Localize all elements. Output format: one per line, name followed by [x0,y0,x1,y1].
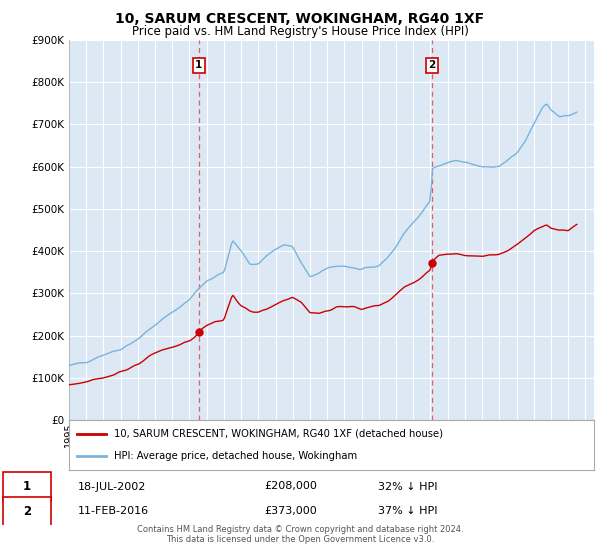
FancyBboxPatch shape [3,472,51,501]
Text: 10, SARUM CRESCENT, WOKINGHAM, RG40 1XF (detached house): 10, SARUM CRESCENT, WOKINGHAM, RG40 1XF … [113,429,443,439]
Text: 37% ↓ HPI: 37% ↓ HPI [378,506,437,516]
Text: 2: 2 [428,60,436,71]
Text: 10, SARUM CRESCENT, WOKINGHAM, RG40 1XF: 10, SARUM CRESCENT, WOKINGHAM, RG40 1XF [115,12,485,26]
Text: 2: 2 [23,505,31,518]
Text: 11-FEB-2016: 11-FEB-2016 [78,506,149,516]
Text: Price paid vs. HM Land Registry's House Price Index (HPI): Price paid vs. HM Land Registry's House … [131,25,469,38]
Text: £373,000: £373,000 [264,506,317,516]
Text: 1: 1 [195,60,202,71]
Text: Contains HM Land Registry data © Crown copyright and database right 2024.
This d: Contains HM Land Registry data © Crown c… [137,525,463,544]
Text: 18-JUL-2002: 18-JUL-2002 [78,482,146,492]
Text: HPI: Average price, detached house, Wokingham: HPI: Average price, detached house, Woki… [113,451,357,461]
Text: 32% ↓ HPI: 32% ↓ HPI [378,482,437,492]
FancyBboxPatch shape [3,497,51,525]
Text: £208,000: £208,000 [264,482,317,492]
Text: 1: 1 [23,480,31,493]
